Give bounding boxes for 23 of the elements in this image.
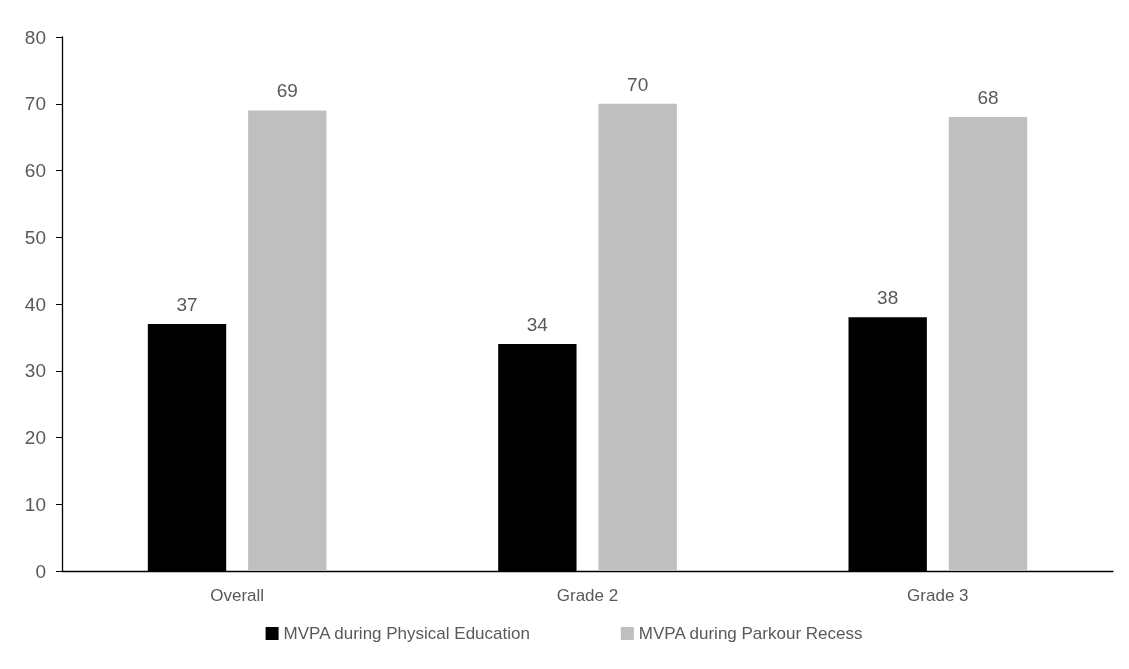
y-tick-label: 50 [24,226,46,248]
bar [598,103,677,571]
data-label: 69 [276,80,298,102]
y-tick-label: 30 [24,360,46,382]
y-tick-label: 20 [24,427,46,448]
data-label: 37 [176,294,198,316]
y-tick-label: 80 [24,26,46,48]
y-tick-label: 0 [35,560,46,582]
x-tick-label: Overall [210,586,265,605]
x-tick-label: Grade 2 [556,586,619,605]
y-tick-label: 10 [24,493,46,515]
legend-label: MVPA during Parkour Recess [638,624,863,643]
bar [948,117,1028,571]
data-label: 38 [877,287,899,309]
data-label: 68 [977,87,999,109]
data-label: 34 [526,314,549,336]
legend-label: MVPA during Physical Education [283,624,530,643]
y-tick-label: 60 [24,160,46,181]
data-label: 70 [627,73,649,95]
y-tick-label: 40 [24,293,46,315]
y-tick-label: 70 [24,93,46,115]
bar [248,110,327,571]
x-tick-label: Grade 3 [907,586,969,605]
